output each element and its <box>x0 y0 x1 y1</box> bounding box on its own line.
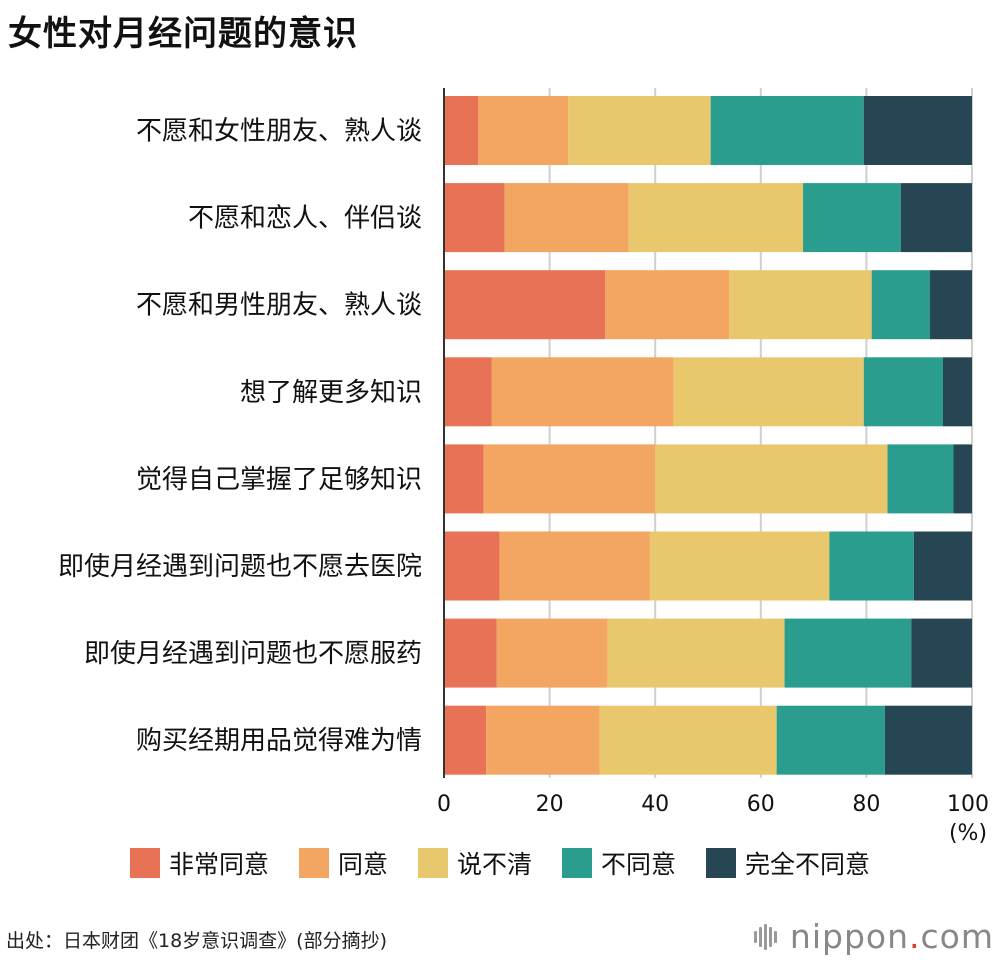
bar-segment <box>710 96 864 165</box>
bar-segment <box>491 357 674 427</box>
legend-label: 同意 <box>337 850 388 879</box>
bar-segment <box>911 618 972 688</box>
bar-segment <box>444 183 505 253</box>
bar-segment <box>863 96 972 165</box>
legend-swatch <box>298 848 329 878</box>
bar-segment <box>673 357 864 427</box>
legend-item: 说不清 <box>417 845 532 881</box>
stacked-bar-chart: 不愿和女性朋友、熟人谈不愿和恋人、伴侣谈不愿和男性朋友、熟人谈想了解更多知识觉得… <box>58 88 989 845</box>
category-label: 不愿和男性朋友、熟人谈 <box>136 291 422 321</box>
bar-segment <box>953 444 972 514</box>
chart-title: 女性对月经问题的意识 <box>8 14 358 54</box>
x-tick-label: 100 <box>947 792 989 817</box>
bar-segment <box>444 444 484 514</box>
legend-label: 完全不同意 <box>745 850 871 879</box>
legend-label: 不同意 <box>601 850 677 879</box>
category-label: 觉得自己掌握了足够知识 <box>136 465 422 495</box>
bar-segment <box>444 705 487 775</box>
nippon-logo: nippon.com <box>753 917 994 956</box>
bar-segment <box>942 357 972 427</box>
bar-segment <box>729 270 872 340</box>
bar-segment <box>900 183 972 253</box>
category-label: 不愿和女性朋友、熟人谈 <box>136 117 422 147</box>
bar-segment <box>444 531 500 601</box>
legend-item: 不同意 <box>562 845 676 881</box>
logo-suffix: com <box>920 917 994 956</box>
bar-segment <box>929 270 972 340</box>
category-label: 购买经期用品觉得难为情 <box>136 726 422 756</box>
bar-segment <box>628 183 804 253</box>
logo-dot: . <box>909 917 921 956</box>
logo-bars-icon <box>753 922 784 952</box>
bar-segment <box>504 183 629 253</box>
bar-segment <box>444 96 479 165</box>
legend: 非常同意 同意 说不清 不同意 完全不同意 <box>0 845 1000 881</box>
bar-segment <box>776 705 885 775</box>
source-note: 出处：日本财团《18岁意识调查》(部分摘抄) <box>6 930 388 952</box>
legend-swatch <box>417 848 448 878</box>
bar-segment <box>887 444 954 514</box>
x-tick-label: 40 <box>641 792 669 817</box>
x-tick-label: 80 <box>852 792 880 817</box>
bar-segment <box>483 444 656 514</box>
category-label: 即使月经遇到问题也不愿服药 <box>84 639 422 669</box>
bar-segment <box>655 444 888 514</box>
logo-name: nippon <box>789 917 910 956</box>
x-tick-label: 60 <box>747 792 775 817</box>
bar-segment <box>444 618 497 688</box>
x-tick-label: 0 <box>437 792 451 817</box>
bar-segment <box>913 531 972 601</box>
x-tick-label: 20 <box>536 792 564 817</box>
bar-segment <box>884 705 972 775</box>
bar-segment <box>499 531 650 601</box>
category-label: 想了解更多知识 <box>240 378 422 408</box>
bar-segment <box>599 705 777 775</box>
category-label: 不愿和恋人、伴侣谈 <box>188 204 422 234</box>
legend-item: 非常同意 <box>129 845 269 881</box>
bar-segment <box>871 270 930 340</box>
bar-segment <box>607 618 785 688</box>
bar-segment <box>444 270 606 340</box>
x-unit-label: (%) <box>949 821 987 845</box>
bar-segment <box>496 618 608 688</box>
category-label: 即使月经遇到问题也不愿去医院 <box>58 552 422 582</box>
legend-swatch <box>129 848 160 878</box>
legend-item: 同意 <box>298 845 388 881</box>
bar-segment <box>486 705 600 775</box>
bar-segment <box>784 618 912 688</box>
bar-segment <box>568 96 711 165</box>
legend-label: 非常同意 <box>168 850 269 879</box>
legend-item: 完全不同意 <box>706 845 870 881</box>
legend-swatch <box>706 848 737 878</box>
bar-segment <box>829 531 914 601</box>
bar-segment <box>863 357 943 427</box>
bar-segment <box>803 183 901 253</box>
bar-segment <box>605 270 730 340</box>
bar-segment <box>444 357 492 427</box>
bar-segment <box>649 531 830 601</box>
legend-swatch <box>562 848 592 878</box>
bar-segment <box>478 96 569 165</box>
legend-label: 说不清 <box>456 850 532 879</box>
